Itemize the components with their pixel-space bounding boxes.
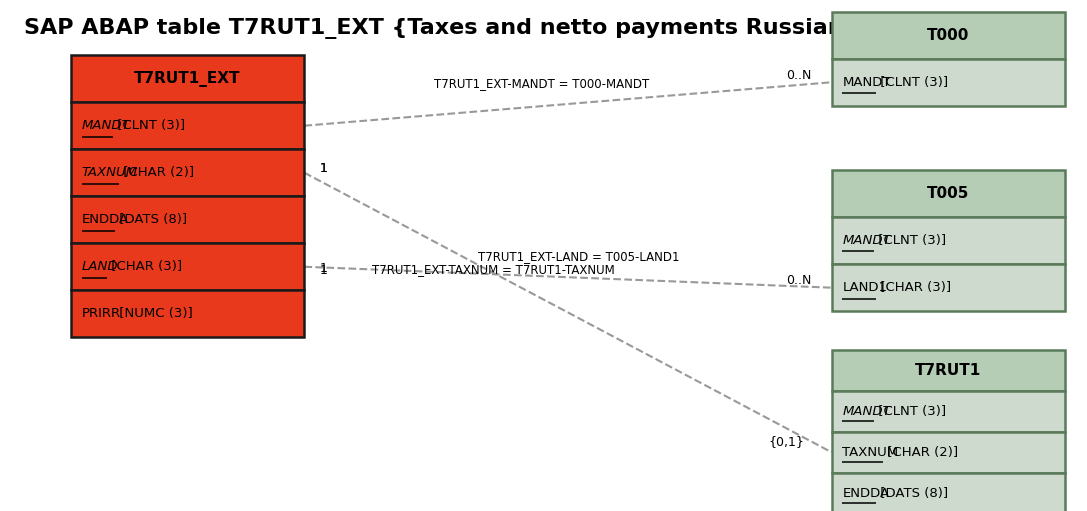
Text: [DATS (8)]: [DATS (8)]: [876, 486, 948, 500]
Text: MANDT: MANDT: [82, 119, 130, 132]
Text: 1: 1: [320, 162, 328, 175]
Text: [CLNT (3)]: [CLNT (3)]: [874, 405, 946, 418]
Text: 1: 1: [320, 264, 328, 277]
Bar: [832, 432, 1065, 473]
Text: T7RUT1: T7RUT1: [915, 363, 982, 378]
Bar: [832, 264, 1065, 311]
Text: 1: 1: [320, 162, 328, 175]
Text: TAXNUM: TAXNUM: [82, 166, 138, 179]
Bar: [71, 290, 304, 337]
Bar: [832, 350, 1065, 391]
Bar: [71, 243, 304, 290]
Text: [CLNT (3)]: [CLNT (3)]: [876, 76, 948, 89]
Text: ENDDA: ENDDA: [82, 213, 128, 226]
Text: [CHAR (3)]: [CHAR (3)]: [107, 260, 182, 273]
Text: LAND1: LAND1: [842, 281, 887, 294]
Text: T7RUT1_EXT-TAXNUM = T7RUT1-TAXNUM: T7RUT1_EXT-TAXNUM = T7RUT1-TAXNUM: [373, 263, 615, 276]
Bar: [71, 55, 304, 102]
Text: TAXNUM: TAXNUM: [842, 446, 899, 459]
Text: [DATS (8)]: [DATS (8)]: [115, 213, 187, 226]
Text: T005: T005: [927, 186, 970, 201]
Text: T000: T000: [927, 28, 970, 43]
Text: [NUMC (3)]: [NUMC (3)]: [115, 307, 193, 320]
Text: [CHAR (3)]: [CHAR (3)]: [876, 281, 951, 294]
Bar: [832, 391, 1065, 432]
Text: 0..N: 0..N: [786, 68, 812, 82]
Bar: [832, 217, 1065, 264]
Bar: [832, 473, 1065, 511]
Text: T7RUT1_EXT: T7RUT1_EXT: [135, 71, 240, 87]
Bar: [832, 59, 1065, 106]
Text: [CHAR (2)]: [CHAR (2)]: [120, 166, 195, 179]
Bar: [832, 12, 1065, 59]
Text: [CLNT (3)]: [CLNT (3)]: [874, 234, 946, 247]
Text: PRIRR: PRIRR: [82, 307, 121, 320]
Bar: [71, 196, 304, 243]
Text: {0,1}: {0,1}: [767, 435, 804, 449]
Text: MANDT: MANDT: [842, 76, 891, 89]
Text: 0..N: 0..N: [786, 274, 812, 287]
Text: SAP ABAP table T7RUT1_EXT {Taxes and netto payments Russian extension}: SAP ABAP table T7RUT1_EXT {Taxes and net…: [24, 18, 990, 39]
Text: LAND: LAND: [82, 260, 118, 273]
Text: ENDDA: ENDDA: [842, 486, 889, 500]
Bar: [832, 170, 1065, 217]
Text: [CHAR (2)]: [CHAR (2)]: [883, 446, 958, 459]
Bar: [71, 102, 304, 149]
Bar: [71, 149, 304, 196]
Text: T7RUT1_EXT-MANDT = T000-MANDT: T7RUT1_EXT-MANDT = T000-MANDT: [434, 77, 649, 89]
Text: [CLNT (3)]: [CLNT (3)]: [113, 119, 185, 132]
Text: 1: 1: [320, 262, 328, 275]
Text: MANDT: MANDT: [842, 234, 891, 247]
Text: T7RUT1_EXT-LAND = T005-LAND1: T7RUT1_EXT-LAND = T005-LAND1: [478, 250, 679, 263]
Text: MANDT: MANDT: [842, 405, 891, 418]
